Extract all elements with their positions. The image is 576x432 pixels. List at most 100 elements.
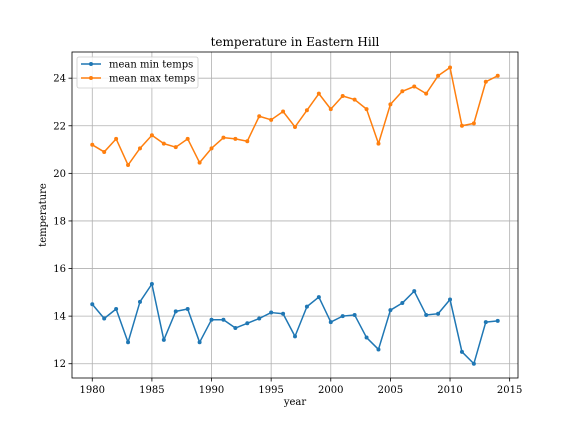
data-point bbox=[316, 295, 321, 300]
data-point bbox=[126, 163, 131, 168]
data-point bbox=[114, 136, 119, 141]
data-point bbox=[448, 65, 453, 70]
y-axis-label: temperature bbox=[38, 183, 49, 247]
series-layer bbox=[90, 65, 500, 366]
data-point bbox=[376, 347, 381, 352]
data-point bbox=[185, 306, 190, 311]
legend-box bbox=[76, 56, 199, 89]
data-point bbox=[149, 133, 154, 138]
x-tick-label: 1980 bbox=[80, 385, 105, 396]
x-tick-label: 2005 bbox=[378, 385, 403, 396]
chart-title: temperature in Eastern Hill bbox=[211, 35, 380, 49]
legend-marker-min bbox=[89, 62, 93, 66]
y-tick-label: 18 bbox=[53, 216, 66, 227]
data-point bbox=[483, 320, 488, 325]
x-tick-label: 1990 bbox=[199, 385, 224, 396]
data-point bbox=[376, 141, 381, 146]
plot-area-frame bbox=[71, 51, 519, 379]
data-point bbox=[257, 114, 262, 119]
data-point bbox=[173, 145, 178, 150]
data-point bbox=[293, 334, 297, 339]
x-tick-label: 1985 bbox=[139, 385, 164, 396]
data-point bbox=[424, 91, 429, 96]
data-point bbox=[304, 304, 309, 309]
data-point bbox=[269, 117, 274, 122]
data-point bbox=[269, 310, 274, 315]
data-point bbox=[149, 282, 154, 287]
data-point bbox=[495, 318, 500, 323]
y-axis: 12 14 16 18 20 22 24 bbox=[53, 74, 72, 370]
data-point bbox=[281, 311, 286, 316]
data-point bbox=[483, 79, 488, 84]
data-point bbox=[400, 301, 405, 306]
legend-label-min: mean min temps bbox=[109, 60, 193, 71]
data-point bbox=[400, 89, 405, 94]
x-tick-label: 2015 bbox=[497, 385, 522, 396]
x-axis-label: year bbox=[283, 397, 307, 408]
y-tick-label: 14 bbox=[53, 312, 66, 323]
x-tick-label: 2010 bbox=[437, 385, 462, 396]
data-point bbox=[352, 312, 357, 317]
data-point bbox=[281, 109, 286, 114]
data-point bbox=[126, 340, 131, 345]
x-tick-label: 2000 bbox=[318, 385, 343, 396]
data-point bbox=[448, 297, 453, 302]
data-point bbox=[161, 141, 166, 146]
data-point bbox=[352, 97, 357, 102]
data-point bbox=[316, 91, 321, 96]
series-mean-min-temps bbox=[90, 282, 500, 366]
data-point bbox=[221, 135, 226, 140]
data-point bbox=[471, 361, 476, 366]
data-point bbox=[364, 335, 369, 340]
data-point bbox=[257, 316, 262, 321]
data-point bbox=[197, 340, 202, 345]
legend: mean min temps mean max temps bbox=[76, 56, 199, 89]
data-point bbox=[340, 314, 345, 319]
legend-label-max: mean max temps bbox=[109, 74, 195, 85]
data-point bbox=[364, 107, 369, 112]
y-tick-label: 12 bbox=[53, 359, 66, 370]
data-point bbox=[293, 124, 297, 129]
data-point bbox=[209, 146, 214, 151]
data-point bbox=[388, 308, 393, 313]
data-point bbox=[209, 317, 214, 322]
data-point bbox=[90, 142, 95, 147]
data-point bbox=[90, 302, 95, 307]
series-mean-max-temps bbox=[90, 65, 500, 168]
y-tick-label: 20 bbox=[53, 169, 66, 180]
data-point bbox=[221, 317, 226, 322]
legend-marker-max bbox=[89, 76, 93, 80]
x-axis: 1980 1985 1990 1995 2000 2005 2010 2015 bbox=[80, 378, 522, 396]
data-point bbox=[102, 149, 107, 154]
data-point bbox=[459, 349, 464, 354]
data-point bbox=[412, 84, 417, 89]
data-point bbox=[185, 136, 190, 141]
x-tick-label: 1995 bbox=[258, 385, 283, 396]
data-point bbox=[328, 320, 333, 325]
data-point bbox=[304, 108, 309, 113]
data-point bbox=[459, 123, 464, 128]
data-point bbox=[137, 146, 142, 151]
data-point bbox=[233, 136, 238, 141]
y-tick-label: 24 bbox=[53, 74, 66, 85]
data-point bbox=[340, 94, 345, 99]
data-point bbox=[412, 289, 417, 294]
data-point bbox=[471, 121, 476, 126]
data-point bbox=[495, 73, 500, 78]
data-point bbox=[161, 337, 166, 342]
y-tick-label: 22 bbox=[53, 121, 66, 132]
data-point bbox=[102, 316, 107, 321]
data-point bbox=[328, 107, 333, 112]
data-point bbox=[245, 139, 250, 144]
data-point bbox=[436, 311, 441, 316]
data-point bbox=[436, 73, 441, 78]
data-point bbox=[137, 299, 142, 304]
data-point bbox=[173, 309, 178, 314]
y-tick-label: 16 bbox=[53, 264, 66, 275]
data-point bbox=[388, 102, 393, 107]
data-point bbox=[245, 321, 250, 326]
data-point bbox=[197, 160, 202, 165]
data-point bbox=[424, 312, 429, 317]
data-point bbox=[114, 306, 119, 311]
